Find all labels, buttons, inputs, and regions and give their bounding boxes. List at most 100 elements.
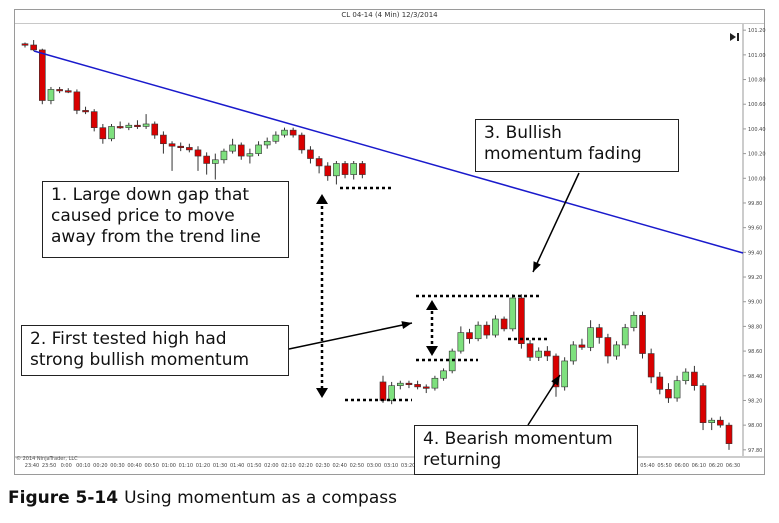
candle-body <box>595 327 603 338</box>
y-tick-label: 100.20 <box>748 152 766 158</box>
figure-caption: Figure 5-14 Using momentum as a compass <box>8 488 397 508</box>
candle-body <box>116 126 124 129</box>
candle-body <box>307 149 314 159</box>
candle-body <box>457 332 465 352</box>
candle-body <box>194 149 202 157</box>
y-tick-label: 98.00 <box>748 423 762 429</box>
candle-body <box>263 140 271 146</box>
x-tick-label: 00:20 <box>93 463 107 469</box>
candle-body <box>673 380 681 399</box>
y-tick-label: 98.60 <box>748 349 762 355</box>
candle-body <box>569 344 577 362</box>
y-tick-label: 100.80 <box>748 78 766 84</box>
x-tick-label: 23:50 <box>42 463 56 469</box>
candle-body <box>474 324 482 340</box>
candle-body <box>500 318 508 330</box>
candle-body <box>552 355 560 388</box>
candle-body <box>561 360 568 388</box>
candle-body <box>699 385 707 423</box>
x-tick-label: 05:40 <box>640 463 654 469</box>
candle-body <box>324 165 332 177</box>
callout-large-down-gap: 1. Large down gap that caused price to m… <box>42 181 289 258</box>
callout-bullish-momentum-fading: 3. Bullish momentum fading <box>475 119 679 172</box>
play-end-bar-icon <box>737 33 739 41</box>
callout-2-arrow <box>288 322 413 350</box>
caption-label: Figure 5-14 <box>8 488 119 508</box>
candle-body <box>142 123 150 127</box>
candle-body <box>613 344 620 357</box>
candle-body <box>229 144 236 152</box>
candle-body <box>422 386 430 389</box>
trend-line <box>33 50 744 254</box>
candle-body <box>691 371 698 386</box>
candle-body <box>604 337 612 357</box>
candle-body <box>578 344 586 348</box>
candle-body <box>341 163 349 175</box>
candle-body <box>405 382 413 385</box>
candle-body <box>587 327 594 348</box>
candle-body <box>272 134 280 142</box>
candle-body <box>647 353 655 378</box>
y-tick-label: 100.60 <box>748 102 766 108</box>
candle-body <box>665 389 672 399</box>
candle-body <box>639 314 646 354</box>
x-tick-label: 03:00 <box>367 463 381 469</box>
candle-body <box>73 91 81 111</box>
candle-body <box>492 318 499 336</box>
candle-body <box>350 163 358 175</box>
y-tick-label: 99.00 <box>748 300 762 306</box>
candle-body <box>333 163 340 177</box>
candle-body <box>108 126 115 140</box>
y-tick-label: 101.00 <box>748 53 766 59</box>
x-tick-label: 03:20 <box>401 463 415 469</box>
x-tick-label: 02:00 <box>264 463 278 469</box>
y-tick-label: 101.20 <box>748 28 766 34</box>
copyright-label: © 2014 NinjaTrader, LLC <box>16 456 78 462</box>
y-tick-label: 100.00 <box>748 176 766 182</box>
candle-body <box>125 124 133 128</box>
candle-body <box>90 111 98 128</box>
candle-body <box>379 381 387 401</box>
gap-arrow-down-head <box>316 388 328 398</box>
y-tick-label: 99.60 <box>748 226 762 232</box>
momentum-arrow-down-head <box>426 346 438 356</box>
x-tick-label: 02:10 <box>281 463 295 469</box>
candle-body <box>483 324 491 336</box>
x-tick-label: 05:50 <box>657 463 671 469</box>
candle-body <box>535 350 543 358</box>
candle-body <box>431 377 439 389</box>
x-tick-label: 00:50 <box>144 463 158 469</box>
candle-body <box>630 314 638 328</box>
candle-body <box>30 44 37 51</box>
candle-body <box>21 43 29 46</box>
x-tick-label: 00:40 <box>127 463 141 469</box>
play-end-icon <box>730 33 736 41</box>
y-tick-label: 98.80 <box>748 324 762 330</box>
candle-body <box>717 419 724 426</box>
candle-body <box>281 129 288 136</box>
x-tick-label: 01:10 <box>179 463 193 469</box>
momentum-arrow-up-head <box>426 300 438 310</box>
y-tick-label: 99.80 <box>748 201 762 207</box>
candle-body <box>134 124 141 128</box>
candle-body <box>82 110 89 113</box>
x-tick-label: 0:00 <box>61 463 72 469</box>
candle-body <box>466 332 473 340</box>
candle-body <box>708 419 716 423</box>
candle-body <box>38 49 46 101</box>
x-tick-label: 01:50 <box>247 463 261 469</box>
candle-body <box>544 350 551 357</box>
candle-body <box>64 90 72 93</box>
x-tick-label: 06:00 <box>674 463 688 469</box>
x-tick-label: 06:20 <box>709 463 723 469</box>
y-tick-label: 99.40 <box>748 250 762 256</box>
callout-3-arrow-head <box>533 261 541 272</box>
candle-body <box>440 370 447 379</box>
callout-4-arrow-head <box>551 375 560 386</box>
x-tick-label: 23:40 <box>25 463 39 469</box>
candle-body <box>298 134 306 151</box>
candle-body <box>47 89 55 101</box>
y-tick-label: 98.20 <box>748 398 762 404</box>
title-rule <box>15 23 764 24</box>
